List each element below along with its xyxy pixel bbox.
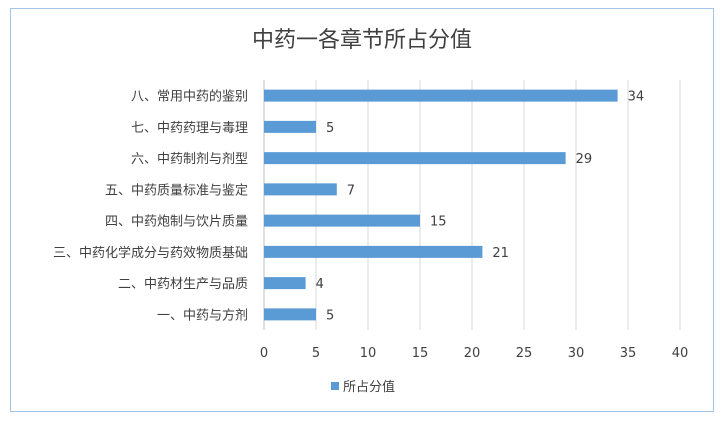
bar xyxy=(264,214,420,227)
bar xyxy=(264,120,316,133)
category-label: 三、中药化学成分与药效物质基础 xyxy=(53,245,248,261)
category-label: 六、中药制剂与剂型 xyxy=(131,152,248,167)
data-label: 21 xyxy=(492,246,509,261)
bar xyxy=(264,308,316,321)
bar xyxy=(264,245,483,258)
category-label: 一、中药与方剂 xyxy=(157,307,248,323)
legend-swatch xyxy=(330,381,339,390)
category-label: 八、常用中药的鉴别 xyxy=(131,89,248,105)
data-label: 4 xyxy=(316,277,324,292)
x-tick-label: 10 xyxy=(360,346,377,361)
labels: 0 5 10 15 20 25 30 35 40 八、常用中药的鉴别 34 七、中药药理与毒理 5 六、中… xyxy=(53,89,688,361)
category-label: 二、中药材生产与品质 xyxy=(118,277,248,292)
chart-frame xyxy=(10,8,714,412)
x-tick-label: 35 xyxy=(620,346,637,361)
grid-lines xyxy=(263,80,681,330)
x-tick-label: 5 xyxy=(312,346,320,361)
data-label: 34 xyxy=(628,90,645,105)
category-label: 五、中药质量标准与鉴定 xyxy=(105,183,248,198)
x-tick-label: 25 xyxy=(516,346,533,361)
chart-title: 中药一各章节所占分值 xyxy=(251,28,472,53)
bar xyxy=(264,89,618,102)
data-label: 5 xyxy=(326,121,334,136)
bar xyxy=(264,183,337,196)
legend: 所占分值 xyxy=(0,376,726,395)
x-tick-label: 0 xyxy=(260,346,268,361)
x-tick-label: 30 xyxy=(568,346,585,361)
category-label: 四、中药炮制与饮片质量 xyxy=(105,215,248,230)
x-tick-label: 15 xyxy=(412,346,429,361)
data-label: 7 xyxy=(347,183,355,198)
category-label: 七、中药药理与毒理 xyxy=(131,121,248,136)
bar xyxy=(264,152,566,165)
bar xyxy=(264,277,306,290)
legend-label: 所占分值 xyxy=(342,380,395,395)
x-tick-label: 20 xyxy=(464,346,481,361)
data-label: 5 xyxy=(326,308,334,323)
x-tick-label: 40 xyxy=(672,346,689,361)
data-label: 15 xyxy=(430,215,447,230)
data-label: 29 xyxy=(576,152,593,167)
bars xyxy=(264,89,618,321)
